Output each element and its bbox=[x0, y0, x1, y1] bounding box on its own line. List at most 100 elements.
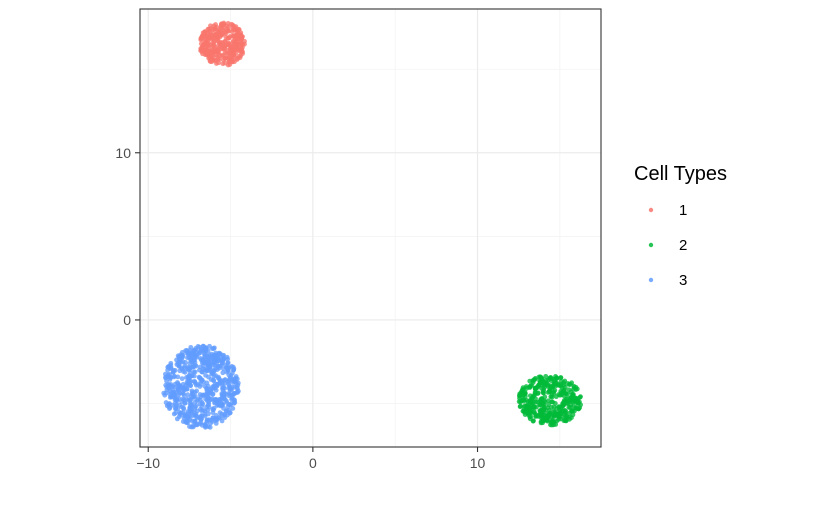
data-point-cell-type-2 bbox=[570, 392, 576, 398]
data-point-cell-type-3 bbox=[203, 372, 208, 378]
data-point-cell-type-1 bbox=[209, 42, 215, 48]
data-point-cell-type-3 bbox=[184, 347, 190, 353]
data-point-cell-type-1 bbox=[202, 30, 208, 35]
data-point-cell-type-2 bbox=[530, 380, 536, 385]
data-point-cell-type-2 bbox=[524, 403, 529, 408]
data-point-cell-type-3 bbox=[210, 406, 216, 412]
data-point-cell-type-3 bbox=[208, 420, 213, 426]
data-point-cell-type-3 bbox=[208, 377, 214, 382]
data-point-cell-type-1 bbox=[210, 52, 216, 58]
data-point-cell-type-3 bbox=[219, 391, 225, 397]
data-point-cell-type-1 bbox=[216, 60, 221, 66]
data-point-cell-type-2 bbox=[564, 400, 570, 406]
data-point-cell-type-2 bbox=[568, 408, 574, 414]
data-point-cell-type-2 bbox=[543, 373, 549, 379]
data-point-cell-type-3 bbox=[214, 382, 220, 387]
data-point-cell-type-3 bbox=[191, 355, 197, 360]
data-point-cell-type-3 bbox=[179, 385, 184, 391]
data-point-cell-type-3 bbox=[217, 410, 223, 416]
data-point-cell-type-3 bbox=[214, 403, 220, 408]
x-tick-label: 0 bbox=[309, 455, 317, 471]
data-point-cell-type-3 bbox=[226, 376, 232, 382]
data-point-cell-type-1 bbox=[222, 44, 227, 50]
data-point-cell-type-2 bbox=[549, 414, 555, 419]
legend-key-2 bbox=[648, 242, 654, 248]
data-point-cell-type-3 bbox=[224, 354, 230, 360]
data-point-cell-type-3 bbox=[219, 380, 225, 386]
data-point-cell-type-2 bbox=[547, 375, 553, 381]
data-point-cell-type-3 bbox=[193, 422, 199, 428]
data-point-cell-type-3 bbox=[226, 383, 232, 389]
data-point-cell-type-1 bbox=[212, 28, 218, 34]
data-point-cell-type-2 bbox=[562, 384, 568, 390]
data-point-cell-type-1 bbox=[225, 21, 231, 26]
data-point-cell-type-3 bbox=[194, 398, 200, 403]
data-point-cell-type-3 bbox=[177, 368, 183, 374]
data-point-cell-type-3 bbox=[199, 413, 204, 419]
data-point-cell-type-2 bbox=[545, 414, 551, 419]
data-point-cell-type-2 bbox=[539, 413, 545, 419]
data-point-cell-type-2 bbox=[554, 376, 559, 382]
data-point-cell-type-2 bbox=[546, 389, 552, 394]
data-point-cell-type-1 bbox=[216, 29, 222, 35]
data-point-cell-type-1 bbox=[230, 27, 236, 33]
data-point-cell-type-3 bbox=[185, 381, 191, 386]
data-point-cell-type-2 bbox=[558, 383, 564, 389]
data-point-cell-type-3 bbox=[166, 364, 172, 370]
data-point-cell-type-3 bbox=[183, 420, 189, 425]
data-point-cell-type-2 bbox=[563, 418, 569, 424]
data-point-cell-type-1 bbox=[224, 54, 229, 60]
data-point-cell-type-2 bbox=[534, 385, 540, 391]
data-point-cell-type-3 bbox=[176, 414, 182, 420]
data-point-cell-type-1 bbox=[211, 38, 217, 44]
data-point-cell-type-2 bbox=[559, 390, 564, 396]
data-point-cell-type-2 bbox=[517, 404, 523, 410]
data-point-cell-type-3 bbox=[213, 418, 218, 423]
data-point-cell-type-1 bbox=[216, 42, 222, 48]
data-point-cell-type-3 bbox=[189, 413, 195, 419]
data-point-cell-type-3 bbox=[229, 370, 235, 376]
data-point-cell-type-1 bbox=[222, 60, 228, 66]
data-point-cell-type-2 bbox=[531, 418, 536, 424]
y-tick-label: 0 bbox=[123, 312, 131, 328]
data-point-cell-type-3 bbox=[187, 401, 193, 407]
data-point-cell-type-3 bbox=[181, 369, 186, 374]
axes: −10 0 10 0 10 bbox=[115, 145, 485, 471]
data-point-cell-type-1 bbox=[222, 50, 228, 56]
data-points bbox=[161, 20, 583, 430]
legend-label-1: 1 bbox=[679, 202, 687, 219]
data-point-cell-type-3 bbox=[193, 362, 198, 368]
data-point-cell-type-3 bbox=[225, 360, 231, 366]
data-point-cell-type-3 bbox=[197, 401, 203, 407]
data-point-cell-type-3 bbox=[225, 412, 230, 418]
data-point-cell-type-3 bbox=[166, 401, 172, 407]
data-point-cell-type-3 bbox=[207, 364, 213, 370]
data-point-cell-type-2 bbox=[551, 408, 557, 414]
data-point-cell-type-3 bbox=[230, 406, 236, 411]
data-point-cell-type-3 bbox=[184, 396, 189, 402]
data-point-cell-type-3 bbox=[179, 376, 185, 382]
data-point-cell-type-3 bbox=[172, 373, 177, 379]
data-point-cell-type-1 bbox=[210, 57, 216, 63]
data-point-cell-type-1 bbox=[219, 21, 225, 27]
data-point-cell-type-3 bbox=[217, 363, 223, 369]
data-point-cell-type-3 bbox=[218, 415, 223, 421]
data-point-cell-type-3 bbox=[165, 372, 171, 378]
data-point-cell-type-3 bbox=[180, 396, 186, 402]
data-point-cell-type-3 bbox=[226, 408, 232, 413]
data-point-cell-type-2 bbox=[565, 381, 571, 386]
data-point-cell-type-3 bbox=[198, 378, 204, 384]
data-point-cell-type-2 bbox=[552, 387, 558, 393]
data-point-cell-type-3 bbox=[169, 394, 174, 399]
data-point-cell-type-3 bbox=[218, 396, 223, 402]
data-point-cell-type-2 bbox=[570, 412, 576, 418]
data-point-cell-type-2 bbox=[541, 388, 546, 394]
data-point-cell-type-3 bbox=[188, 394, 194, 400]
data-point-cell-type-3 bbox=[196, 367, 202, 373]
data-point-cell-type-3 bbox=[210, 391, 216, 397]
data-point-cell-type-2 bbox=[573, 405, 579, 411]
data-point-cell-type-1 bbox=[237, 55, 243, 61]
data-point-cell-type-2 bbox=[538, 420, 544, 426]
